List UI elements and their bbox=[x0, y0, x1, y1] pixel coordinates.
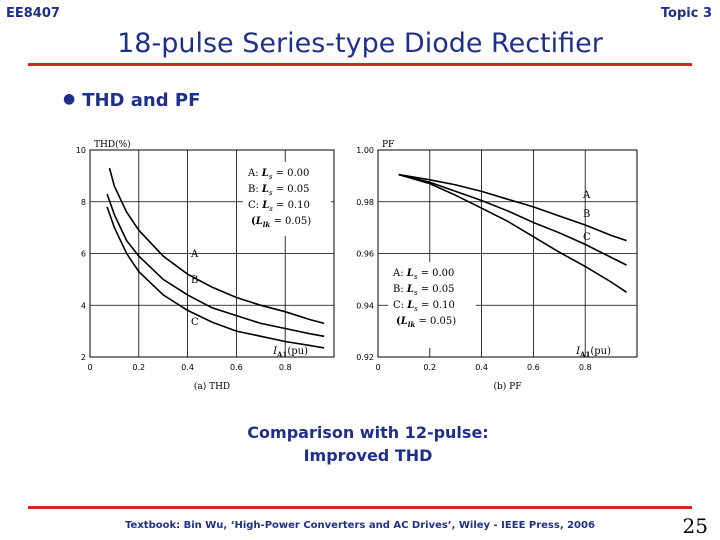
chart-pf: 0 0.2 0.4 0.6 0.8 0.92 0.94 0.96 0.98 1.00 PF IA1(p… bbox=[356, 140, 638, 392]
y-tick-label: 0.94 bbox=[356, 301, 374, 310]
charts-area: 0 0.2 0.4 0.6 0.8 2 4 6 8 10 THD(%) IA1(pu) (a) THD A… bbox=[76, 139, 638, 392]
bullet-item: ● THD and PF bbox=[63, 90, 200, 111]
footer-textbook: Textbook: Bin Wu, ‘High-Power Converters… bbox=[125, 520, 595, 531]
x-tick-label: 0.8 bbox=[279, 363, 292, 372]
y-tick-label: 0.98 bbox=[356, 198, 374, 207]
series-label-b: B bbox=[583, 209, 590, 220]
x-tick-label: 0.2 bbox=[423, 363, 436, 372]
chart-thd: 0 0.2 0.4 0.6 0.8 2 4 6 8 10 THD(%) IA1(pu) (a) THD A… bbox=[76, 139, 335, 392]
series-line-c bbox=[398, 173, 628, 293]
footer-rule bbox=[28, 506, 692, 509]
bullet-text: THD and PF bbox=[82, 90, 201, 111]
x-tick-label: 0.4 bbox=[475, 363, 488, 372]
x-axis-label: IA1(pu) bbox=[575, 346, 611, 359]
page-number: 25 bbox=[682, 514, 708, 538]
y-tick-label: 1.00 bbox=[356, 146, 374, 155]
legend-entry-b: B: Ls = 0.05 bbox=[248, 184, 310, 197]
comparison-note: Comparison with 12-pulse: Improved THD bbox=[0, 421, 720, 467]
legend-entry-b: B: Ls = 0.05 bbox=[393, 284, 455, 297]
series-line-b bbox=[398, 173, 627, 266]
bullet-dot-icon: ● bbox=[63, 91, 76, 107]
topic-label: Topic 3 bbox=[660, 6, 712, 21]
x-tick-label: 0.8 bbox=[579, 363, 592, 372]
x-tick-label: 0.4 bbox=[181, 363, 194, 372]
series-label-b: B bbox=[191, 275, 198, 286]
x-tick-label: 0 bbox=[87, 363, 92, 372]
y-tick-label: 8 bbox=[81, 198, 86, 207]
legend-entry-llk: (Llk = 0.05) bbox=[251, 216, 311, 229]
comparison-line-1: Comparison with 12-pulse: bbox=[247, 423, 489, 442]
course-code: EE8407 bbox=[6, 6, 60, 21]
series-line-c bbox=[106, 206, 325, 349]
y-axis-label: THD(%) bbox=[94, 139, 131, 150]
y-tick-label: 4 bbox=[81, 301, 86, 310]
legend-box bbox=[243, 162, 331, 236]
legend-entry-llk: (Llk = 0.05) bbox=[396, 316, 456, 329]
x-axis-label: IA1(pu) bbox=[272, 346, 308, 359]
series-label-c: C bbox=[191, 317, 199, 328]
x-tick-label: 0.6 bbox=[527, 363, 540, 372]
x-tick-label: 0 bbox=[375, 363, 380, 372]
y-tick-label: 10 bbox=[76, 146, 86, 155]
slide-title: 18-pulse Series-type Diode Rectifier bbox=[117, 28, 603, 59]
comparison-line-2: Improved THD bbox=[303, 446, 433, 465]
series-line-a bbox=[398, 173, 627, 242]
x-tick-label: 0.6 bbox=[230, 363, 243, 372]
series-label-c: C bbox=[583, 232, 591, 243]
y-axis-label: PF bbox=[382, 140, 394, 150]
series-line-b bbox=[106, 193, 325, 338]
y-tick-label: 0.92 bbox=[356, 353, 374, 362]
legend-entry-a: A: Ls = 0.00 bbox=[392, 268, 454, 281]
title-rule bbox=[28, 63, 692, 66]
y-tick-label: 2 bbox=[81, 353, 86, 362]
legend-box bbox=[388, 262, 476, 348]
x-tick-label: 0.2 bbox=[132, 363, 145, 372]
series-label-a: A bbox=[582, 190, 591, 201]
legend-entry-a: A: Ls = 0.00 bbox=[247, 168, 309, 181]
chart-caption: (b) PF bbox=[494, 381, 522, 392]
legend-entry-c: C: Ls = 0.10 bbox=[248, 200, 310, 213]
series-line-a bbox=[108, 167, 325, 325]
y-tick-label: 6 bbox=[81, 250, 86, 259]
y-tick-label: 0.96 bbox=[356, 250, 374, 259]
legend-entry-c: C: Ls = 0.10 bbox=[393, 300, 455, 313]
chart-caption: (a) THD bbox=[194, 381, 230, 392]
series-label-a: A bbox=[190, 249, 199, 260]
